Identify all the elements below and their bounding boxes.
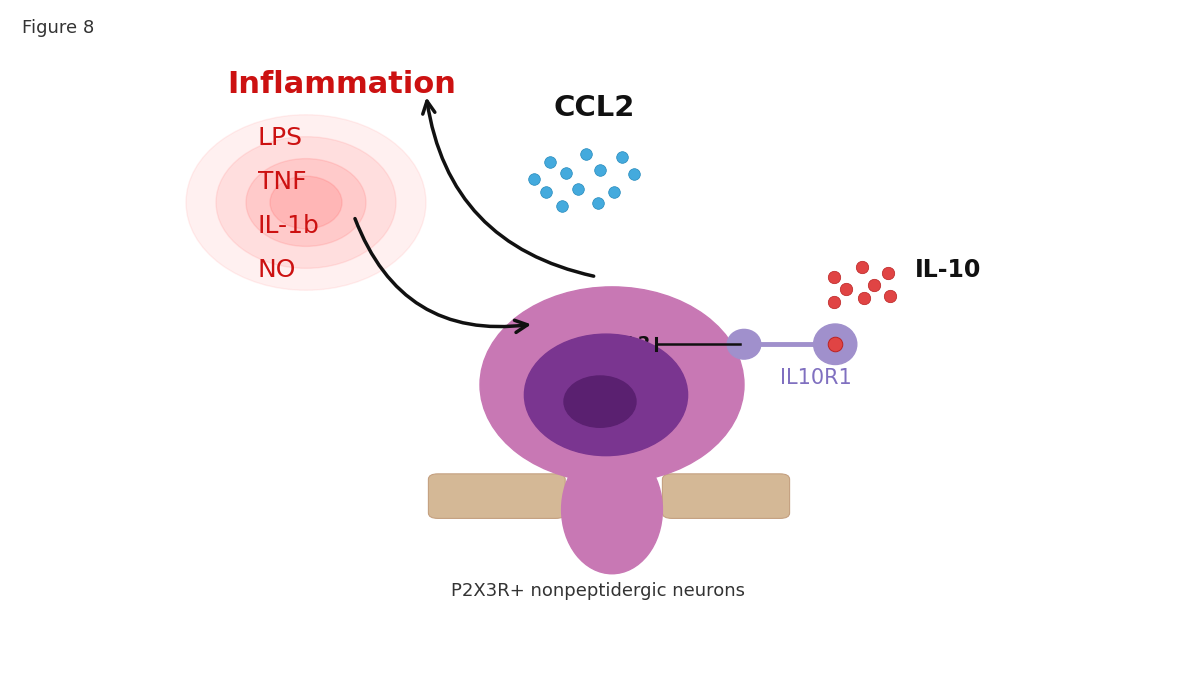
- Text: Figure 8: Figure 8: [22, 19, 94, 37]
- Ellipse shape: [564, 376, 636, 427]
- Point: [569, 184, 588, 194]
- Point: [836, 284, 856, 294]
- Point: [605, 186, 624, 197]
- Point: [588, 197, 607, 208]
- Point: [590, 165, 610, 176]
- Text: CCL2: CCL2: [553, 94, 635, 122]
- Text: LPS: LPS: [258, 126, 302, 151]
- FancyArrowPatch shape: [422, 101, 594, 276]
- Point: [826, 339, 845, 350]
- Text: NO: NO: [258, 258, 296, 282]
- Text: IL-1b: IL-1b: [258, 214, 320, 238]
- Ellipse shape: [524, 334, 688, 456]
- Text: Inflammation: Inflammation: [228, 70, 456, 99]
- Ellipse shape: [270, 176, 342, 229]
- FancyBboxPatch shape: [662, 474, 790, 518]
- Point: [864, 279, 883, 290]
- Text: P2X3R+ nonpeptidergic neurons: P2X3R+ nonpeptidergic neurons: [451, 582, 744, 599]
- Point: [540, 157, 559, 167]
- Ellipse shape: [480, 287, 744, 483]
- Point: [878, 268, 898, 279]
- Text: IL10R1: IL10R1: [780, 368, 852, 388]
- Point: [824, 271, 844, 282]
- Point: [612, 151, 631, 162]
- Point: [524, 173, 544, 184]
- Point: [557, 168, 576, 179]
- Ellipse shape: [814, 324, 857, 365]
- Point: [824, 297, 844, 308]
- Text: CCL2: CCL2: [600, 335, 650, 353]
- Ellipse shape: [727, 329, 761, 359]
- Point: [536, 187, 556, 198]
- Point: [552, 200, 571, 211]
- FancyBboxPatch shape: [428, 474, 565, 518]
- Point: [854, 293, 874, 304]
- Ellipse shape: [216, 136, 396, 269]
- Ellipse shape: [186, 115, 426, 290]
- Point: [852, 261, 871, 272]
- Point: [881, 290, 900, 301]
- Text: IL-10: IL-10: [914, 258, 980, 282]
- Ellipse shape: [562, 446, 662, 574]
- Point: [624, 169, 643, 180]
- Text: TNF: TNF: [258, 170, 307, 194]
- Point: [576, 148, 595, 159]
- Ellipse shape: [246, 159, 366, 246]
- FancyArrowPatch shape: [355, 219, 527, 332]
